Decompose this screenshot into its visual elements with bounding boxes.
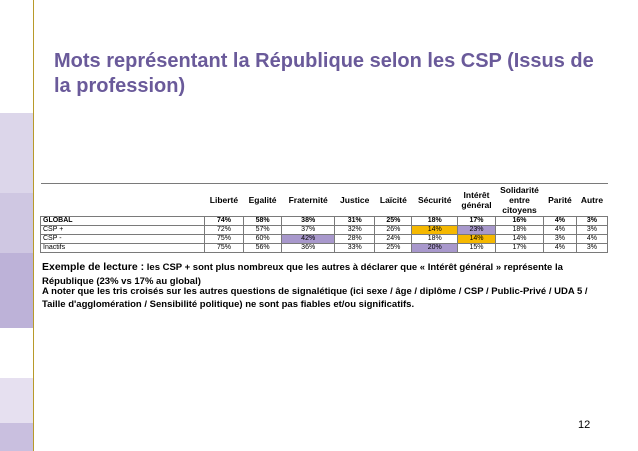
table-cell: 57% bbox=[242, 225, 283, 235]
table-cell: 18% bbox=[411, 234, 459, 244]
table-cell: 74% bbox=[204, 216, 244, 226]
column-header: Intérêt général bbox=[457, 183, 496, 217]
column-header: Parité bbox=[543, 183, 577, 217]
sidebar-band-6 bbox=[0, 378, 33, 423]
table-cell: 14% bbox=[457, 234, 497, 244]
reading-example-text: les CSP + sont plus nombreux que les aut… bbox=[42, 262, 563, 287]
table-cell: 3% bbox=[543, 234, 577, 244]
column-header: Liberté bbox=[204, 183, 244, 217]
table-cell: 15% bbox=[457, 243, 497, 253]
column-header: Solidarité entre citoyens bbox=[495, 183, 544, 217]
table-corner-cell bbox=[40, 183, 205, 217]
table-cell: 75% bbox=[204, 234, 244, 244]
column-header: Egalité bbox=[243, 183, 282, 217]
table-row: Inactifs 75% 56% 36% 33% 25% 20% 15% 17% 4% 3% bbox=[40, 243, 609, 253]
table-cell: 18% bbox=[495, 225, 545, 235]
table-cell: 3% bbox=[575, 225, 609, 235]
table-cell: 14% bbox=[495, 234, 545, 244]
column-header: Sécurité bbox=[411, 183, 458, 217]
sidebar-band-1 bbox=[0, 0, 33, 113]
reading-example-lead: Exemple de lecture : bbox=[42, 261, 145, 273]
table-cell: 58% bbox=[242, 216, 283, 226]
sidebar-band-5 bbox=[0, 328, 33, 378]
table-cell: 4% bbox=[575, 234, 609, 244]
table-cell: 56% bbox=[242, 243, 283, 253]
results-table: Liberté Egalité Fraternité Justice Laïci… bbox=[40, 183, 609, 253]
column-header: Laïcité bbox=[374, 183, 412, 217]
table-cell: 37% bbox=[281, 225, 336, 235]
table-cell: 31% bbox=[334, 216, 376, 226]
table-cell: 14% bbox=[411, 225, 459, 235]
sidebar-band-2 bbox=[0, 113, 33, 193]
table-cell: 17% bbox=[495, 243, 545, 253]
table-cell: 26% bbox=[374, 225, 413, 235]
column-header: Autre bbox=[576, 183, 608, 217]
table-row: GLOBAL 74% 58% 38% 31% 25% 18% 17% 16% 4% 3% bbox=[40, 216, 609, 226]
sidebar-band-7 bbox=[0, 423, 33, 451]
table-cell: 3% bbox=[575, 243, 609, 253]
sidebar-band-3 bbox=[0, 193, 33, 253]
table-cell: 18% bbox=[411, 216, 459, 226]
reading-example: Exemple de lecture : les CSP + sont plus… bbox=[42, 260, 602, 289]
row-label: CSP - bbox=[40, 234, 205, 244]
sidebar-band-4 bbox=[0, 253, 33, 328]
table-body: GLOBAL 74% 58% 38% 31% 25% 18% 17% 16% 4% 3% CSP +7… bbox=[40, 216, 609, 253]
table-cell: 16% bbox=[495, 216, 545, 226]
table-cell: 23% bbox=[457, 225, 497, 235]
table-cell: 36% bbox=[281, 243, 336, 253]
table-row: CSP +72% 57% 37% 32% 26% 14% 23% 18% 4% 3% bbox=[40, 225, 609, 235]
table-cell: 20% bbox=[411, 243, 459, 253]
column-header: Justice bbox=[334, 183, 375, 217]
table-cell: 72% bbox=[204, 225, 244, 235]
row-label: Inactifs bbox=[40, 243, 205, 253]
table-cell: 75% bbox=[204, 243, 244, 253]
table-cell: 4% bbox=[543, 243, 577, 253]
table-cell: 33% bbox=[334, 243, 376, 253]
disclaimer-text: A noter que les tris croisés sur les aut… bbox=[42, 286, 588, 310]
table-cell: 24% bbox=[374, 234, 413, 244]
table-cell: 60% bbox=[242, 234, 283, 244]
sidebar-rule bbox=[33, 0, 34, 451]
table-cell: 4% bbox=[543, 216, 577, 226]
table-cell: 17% bbox=[457, 216, 497, 226]
table-cell: 25% bbox=[374, 243, 413, 253]
table-header-row: Liberté Egalité Fraternité Justice Laïci… bbox=[40, 183, 608, 217]
table-cell: 28% bbox=[334, 234, 376, 244]
table-cell: 4% bbox=[543, 225, 577, 235]
table-cell: 25% bbox=[374, 216, 413, 226]
table-cell: 3% bbox=[575, 216, 609, 226]
column-header: Fraternité bbox=[281, 183, 335, 217]
slide-title: Mots représentant la République selon le… bbox=[54, 50, 594, 97]
row-label: CSP + bbox=[40, 225, 205, 235]
table-cell: 42% bbox=[281, 234, 336, 244]
table-cell: 38% bbox=[281, 216, 336, 226]
page-number: 12 bbox=[578, 419, 591, 431]
table-row: CSP -75% 60% 42% 28% 24% 18% 14% 14% 3% 4% bbox=[40, 234, 609, 244]
table-cell: 32% bbox=[334, 225, 376, 235]
row-label: GLOBAL bbox=[40, 216, 205, 226]
